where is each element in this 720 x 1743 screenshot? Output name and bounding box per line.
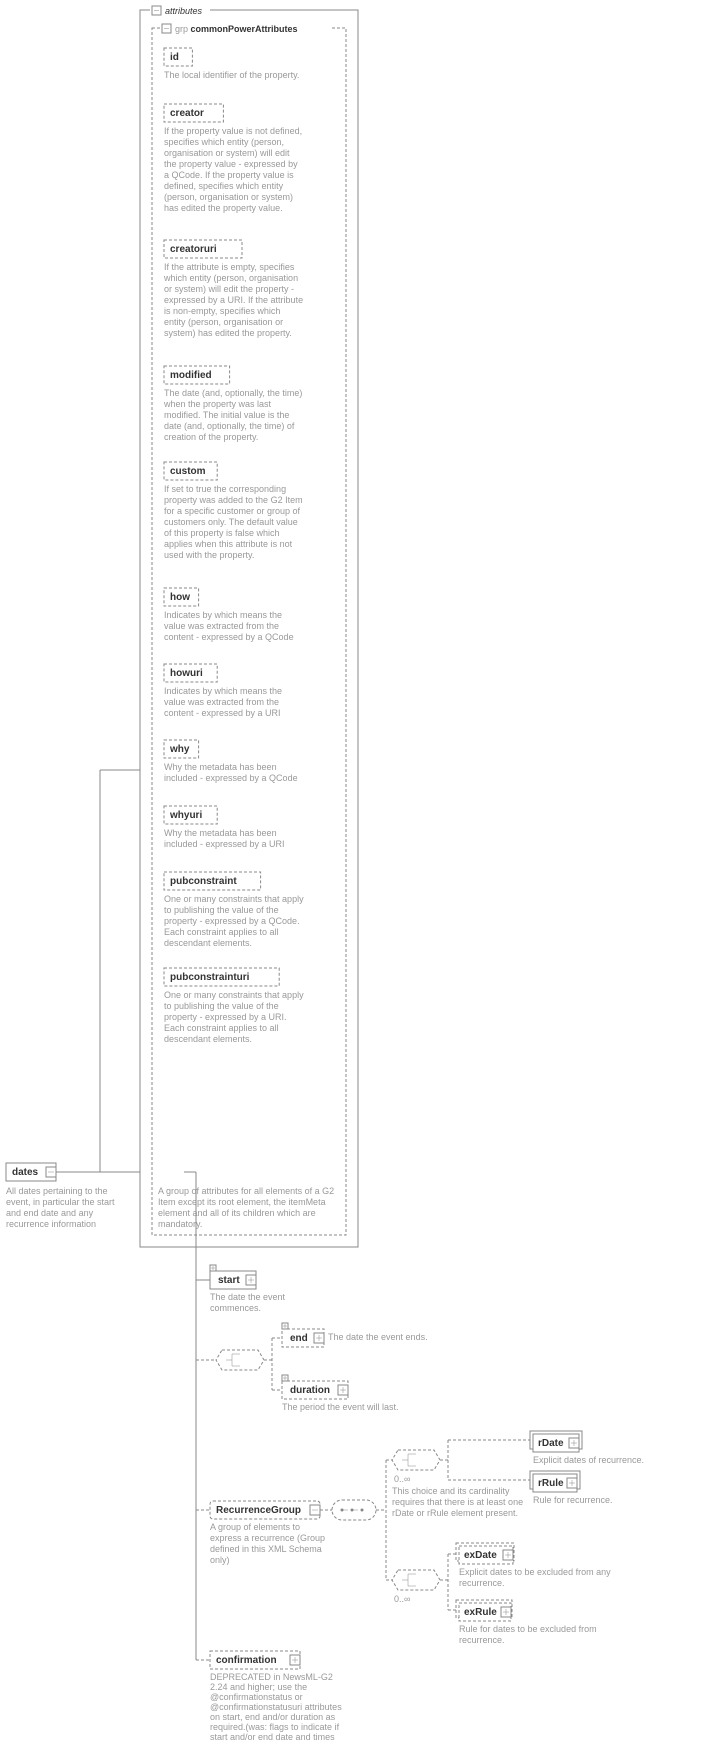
node-end: end — [282, 1323, 324, 1347]
svg-text:exRule: exRule — [464, 1607, 497, 1618]
node-rRule: rRule — [530, 1471, 580, 1492]
svg-text:pubconstraint: pubconstraint — [170, 876, 237, 887]
dates-desc: All dates pertaining to the event, in pa… — [6, 1186, 126, 1246]
node-confirmation: confirmation — [210, 1651, 300, 1669]
svg-text:start: start — [218, 1275, 240, 1286]
svg-text:creator: creator — [170, 108, 204, 119]
svg-text:0..∞: 0..∞ — [394, 1474, 410, 1484]
svg-text:creatoruri: creatoruri — [170, 244, 217, 255]
svg-text:grp commonPowerAttributes: grp commonPowerAttributes — [175, 24, 298, 34]
sequence-recgrp — [332, 1500, 376, 1520]
svg-text:modified: modified — [170, 370, 212, 381]
choice-end-duration — [216, 1350, 264, 1370]
node-exRule: exRule — [456, 1600, 512, 1621]
svg-text:end: end — [290, 1333, 308, 1344]
svg-text:exDate: exDate — [464, 1550, 497, 1561]
node-start: start — [210, 1265, 256, 1289]
svg-text:rDate: rDate — [538, 1438, 564, 1449]
svg-text:confirmation: confirmation — [216, 1655, 277, 1666]
svg-text:custom: custom — [170, 466, 206, 477]
choice-exdate-exrule — [392, 1570, 440, 1590]
svg-text:howuri: howuri — [170, 668, 203, 679]
svg-text:RecurrenceGroup: RecurrenceGroup — [216, 1505, 301, 1516]
node-recurrencegroup: RecurrenceGroup — [210, 1501, 320, 1519]
svg-text:why: why — [169, 744, 190, 755]
choice-rdate-rrule — [392, 1450, 440, 1470]
svg-text:id: id — [170, 52, 179, 63]
svg-text:how: how — [170, 592, 190, 603]
svg-text:0..∞: 0..∞ — [394, 1594, 410, 1604]
svg-text:pubconstrainturi: pubconstrainturi — [170, 972, 250, 983]
diagram-canvas: dates All dates pertaining to the event,… — [0, 0, 720, 1743]
svg-text:duration: duration — [290, 1385, 330, 1396]
node-duration: duration — [282, 1375, 348, 1399]
svg-text:attributes: attributes — [165, 6, 203, 16]
node-exDate: exDate — [456, 1543, 514, 1564]
node-rDate: rDate — [530, 1431, 582, 1452]
svg-text:rRule: rRule — [538, 1478, 564, 1489]
svg-text:dates: dates — [12, 1167, 39, 1178]
attributes-list: idThe local identifier of the property.c… — [164, 48, 304, 1060]
grp-desc: A group of attributes for all elements o… — [158, 1186, 340, 1234]
node-dates: dates — [6, 1163, 56, 1181]
svg-text:whyuri: whyuri — [169, 810, 202, 821]
